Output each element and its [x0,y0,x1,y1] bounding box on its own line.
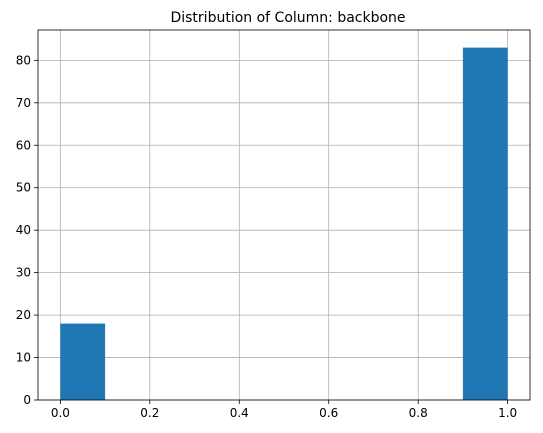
y-tick-label: 0 [23,393,31,407]
histogram-bar-9 [463,48,508,400]
y-tick-label: 70 [16,96,31,110]
x-tick-label: 0.4 [230,406,249,420]
y-tick-label: 10 [16,351,31,365]
x-tick-label: 0.8 [409,406,428,420]
chart-title: Distribution of Column: backbone [170,10,405,26]
y-tick-label: 20 [16,308,31,322]
x-tick-label: 0.6 [319,406,338,420]
x-tick-label: 0.2 [140,406,159,420]
x-tick-label: 0.0 [51,406,70,420]
y-tick-label: 50 [16,181,31,195]
x-tick-label: 1.0 [498,406,517,420]
y-tick-label: 30 [16,266,31,280]
y-tick-label: 80 [16,53,31,67]
histogram-bar-0 [60,324,105,400]
y-tick-label: 40 [16,223,31,237]
y-tick-label: 60 [16,138,31,152]
